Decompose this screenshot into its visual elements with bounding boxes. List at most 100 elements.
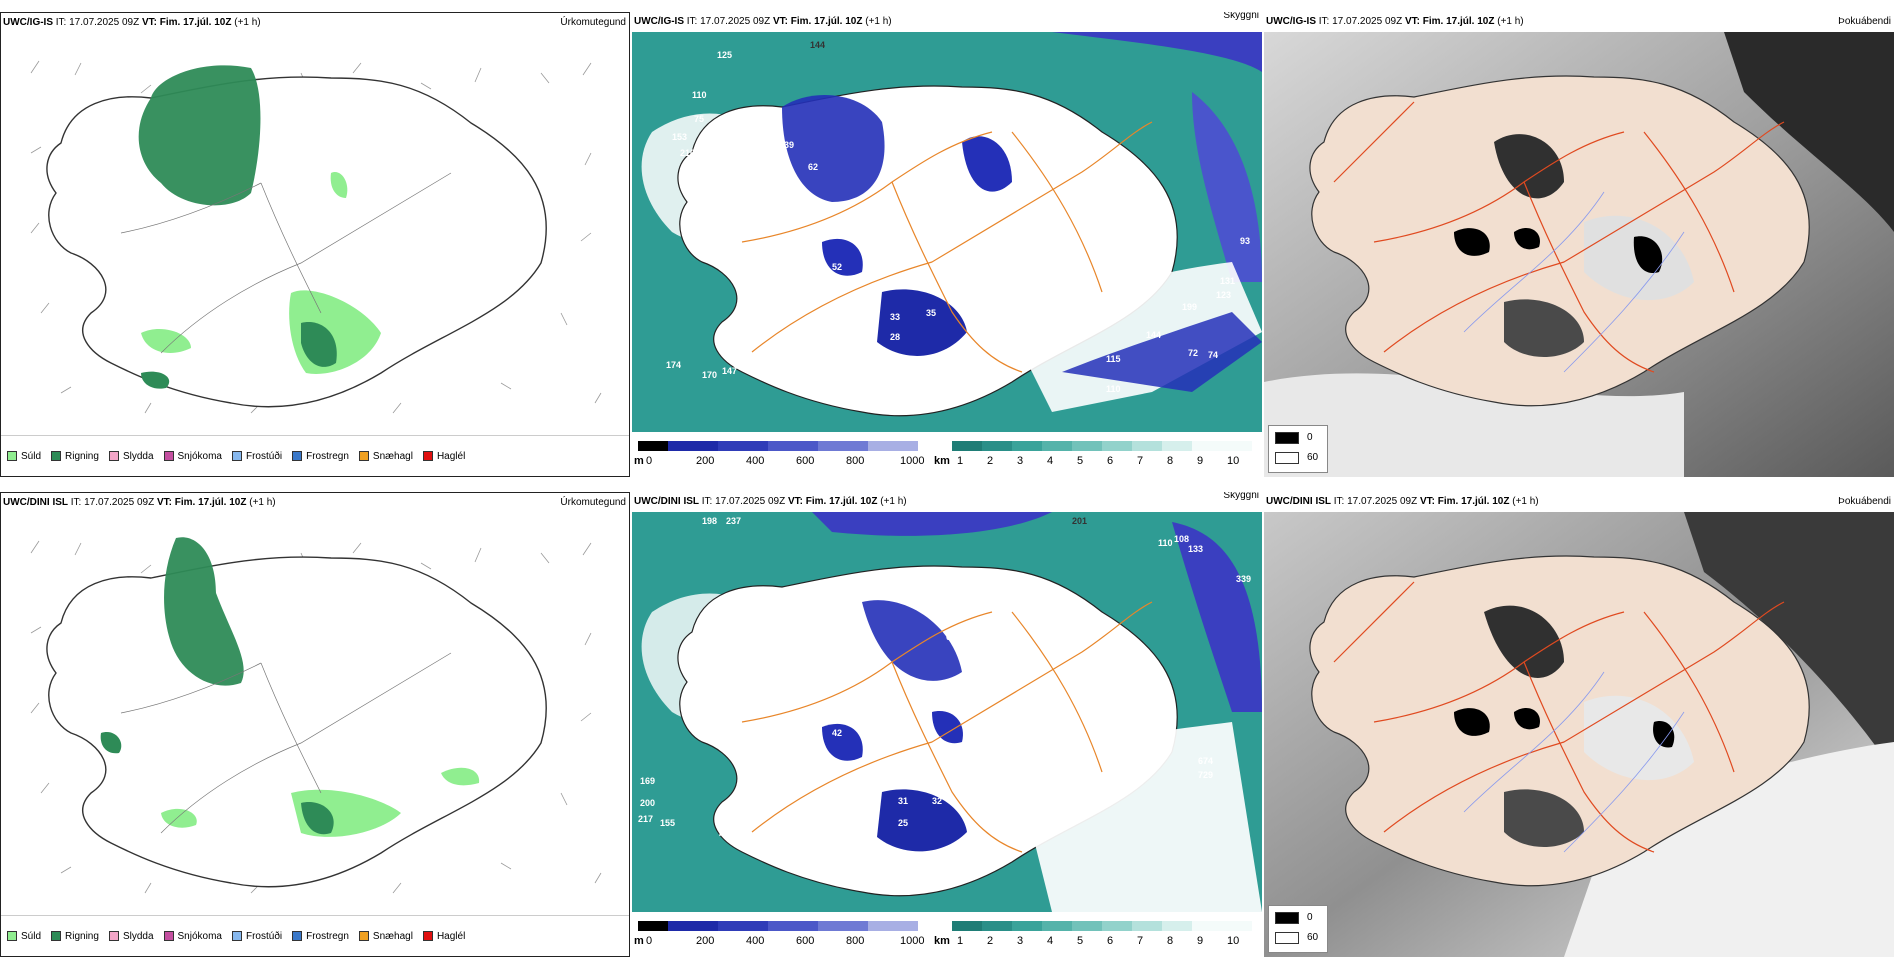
swatch — [51, 451, 62, 461]
colorbar-tick: 9 — [1197, 935, 1204, 947]
vt-label: VT: — [787, 496, 803, 507]
colorbar-tick: 1000 — [900, 935, 925, 947]
precip-map — [1, 513, 629, 913]
vt-label: VT: — [772, 16, 788, 27]
colorbar-tick: 200 — [696, 455, 715, 467]
it-label: IT: — [55, 17, 67, 28]
vis-value: 200 — [640, 798, 656, 808]
colorbar-tick: 5 — [1077, 935, 1084, 947]
colorbar-tick: 4 — [1047, 455, 1054, 467]
panel-visibility-igis: UWC/IG-IS IT: 17.07.2025 09Z VT: Fim. 17… — [632, 12, 1262, 477]
swatch — [231, 931, 242, 941]
colorbar-tick: 2 — [987, 935, 994, 947]
vis-value: 80 — [726, 684, 737, 694]
parameter-name: Skyggni — [1223, 12, 1259, 26]
fog-legend-label: 60 — [1307, 932, 1319, 943]
legend-label: Súld — [21, 930, 42, 942]
vis-value: 75 — [694, 114, 705, 124]
vis-value: 198 — [702, 516, 718, 526]
colorbar-tick: 1000 — [900, 455, 925, 467]
colorbar-tick: 400 — [746, 455, 765, 467]
it-label: IT: — [701, 496, 713, 507]
panel-fog-dini: UWC/DINI ISL IT: 17.07.2025 09Z VT: Fim.… — [1264, 492, 1894, 957]
panel-fog-igis: UWC/IG-IS IT: 17.07.2025 09Z VT: Fim. 17… — [1264, 12, 1894, 477]
colorbar-unit-km: km — [934, 935, 950, 947]
vis-value: 93 — [1240, 236, 1251, 246]
parameter-name: Þokuábendi — [1838, 492, 1891, 512]
legend-item-sudd: Súld — [7, 931, 41, 942]
legend-item-frostregn: Frostregn — [292, 931, 349, 942]
colorbar-tick: 200 — [696, 935, 715, 947]
colorbar-tick: 8 — [1167, 935, 1174, 947]
swatch — [231, 451, 242, 461]
visibility-map — [632, 32, 1262, 432]
colorbar-unit-m: m — [634, 935, 644, 947]
colorbar-tick: 800 — [846, 455, 865, 467]
swatch — [163, 931, 174, 941]
swatch — [292, 931, 303, 941]
vis-value: 133 — [1188, 544, 1204, 554]
colorbar-tick: 1 — [957, 455, 964, 467]
vis-value: 132 — [728, 666, 744, 676]
swatch — [108, 931, 119, 941]
colorbar-tick: 9 — [1197, 455, 1204, 467]
fog-legend-label: 60 — [1307, 452, 1319, 463]
swatch — [358, 451, 369, 461]
visibility-colorbar: m 0 200 400 600 800 1000 km 1 2 3 4 5 6 … — [632, 917, 1262, 957]
vis-value: 77 — [718, 828, 729, 838]
swatch — [358, 931, 369, 941]
legend-label: Snjókoma — [177, 930, 222, 942]
vis-value: 170 — [702, 370, 718, 380]
vis-value: 237 — [726, 516, 742, 526]
model-name: UWC/DINI ISL — [634, 496, 699, 507]
colorbar-ramp — [638, 921, 1252, 931]
fog-swatch-0 — [1275, 432, 1299, 444]
panel-header: UWC/IG-IS IT: 17.07.2025 09Z VT: Fim. 17… — [1, 13, 629, 33]
colorbar-ramp — [638, 441, 1252, 451]
legend-item-frostudi: Frostúði — [231, 451, 282, 462]
vis-value: 110 — [1106, 384, 1121, 394]
colorbar-tick: 3 — [1017, 455, 1024, 467]
colorbar-tick: 1 — [957, 935, 964, 947]
vis-value: 217 — [638, 814, 654, 824]
fog-legend-label: 0 — [1307, 912, 1313, 923]
panel-header: UWC/DINI ISL IT: 17.07.2025 09Z VT: Fim.… — [1264, 492, 1894, 512]
legend-label: Rigning — [65, 930, 99, 942]
vis-value: 169 — [640, 776, 656, 786]
vt-value: Fim. 17.júl. 10Z — [790, 16, 863, 27]
vt-label: VT: — [141, 17, 157, 28]
legend-item-snaehagl: Snæhagl — [358, 931, 413, 942]
model-name: UWC/IG-IS — [3, 17, 53, 28]
lead-time: (+1 h) — [234, 17, 261, 28]
vt-value: Fim. 17.júl. 10Z — [159, 17, 232, 28]
vis-value: 52 — [832, 262, 843, 272]
fog-legend-label: 0 — [1307, 432, 1313, 443]
parameter-name: Úrkomutegund — [560, 13, 626, 33]
vis-value: 102 — [744, 834, 760, 844]
parameter-name: Skyggni — [1223, 492, 1259, 506]
it-value: 17.07.2025 09Z — [1332, 16, 1403, 27]
vis-value: 201 — [1072, 516, 1088, 526]
fog-map — [1264, 512, 1894, 957]
vis-value: 216 — [680, 148, 696, 158]
vis-value: 39 — [784, 140, 795, 150]
legend-label: Súld — [21, 450, 42, 462]
panel-header: UWC/IG-IS IT: 17.07.2025 09Z VT: Fim. 17… — [1264, 12, 1894, 32]
colorbar-tick: 4 — [1047, 935, 1054, 947]
swatch — [7, 931, 17, 941]
vis-value: 174 — [666, 360, 682, 370]
lead-time: (+1 h) — [865, 16, 892, 27]
visibility-map — [632, 512, 1262, 912]
swatch — [7, 451, 17, 461]
colorbar-tick: 5 — [1077, 455, 1084, 467]
panel-visibility-dini: UWC/DINI ISL IT: 17.07.2025 09Z VT: Fim.… — [632, 492, 1262, 957]
it-value: 17.07.2025 09Z — [69, 17, 140, 28]
colorbar-tick: 3 — [1017, 935, 1024, 947]
vis-value: 62 — [808, 162, 819, 172]
legend-item-slydda: Slydda — [108, 451, 154, 462]
colorbar-tick: 7 — [1137, 935, 1144, 947]
vis-value: 74 — [1208, 350, 1219, 360]
colorbar-tick: 0 — [646, 455, 653, 467]
legend-item-rigning: Rigning — [51, 451, 99, 462]
vis-value: 205 — [684, 162, 700, 172]
